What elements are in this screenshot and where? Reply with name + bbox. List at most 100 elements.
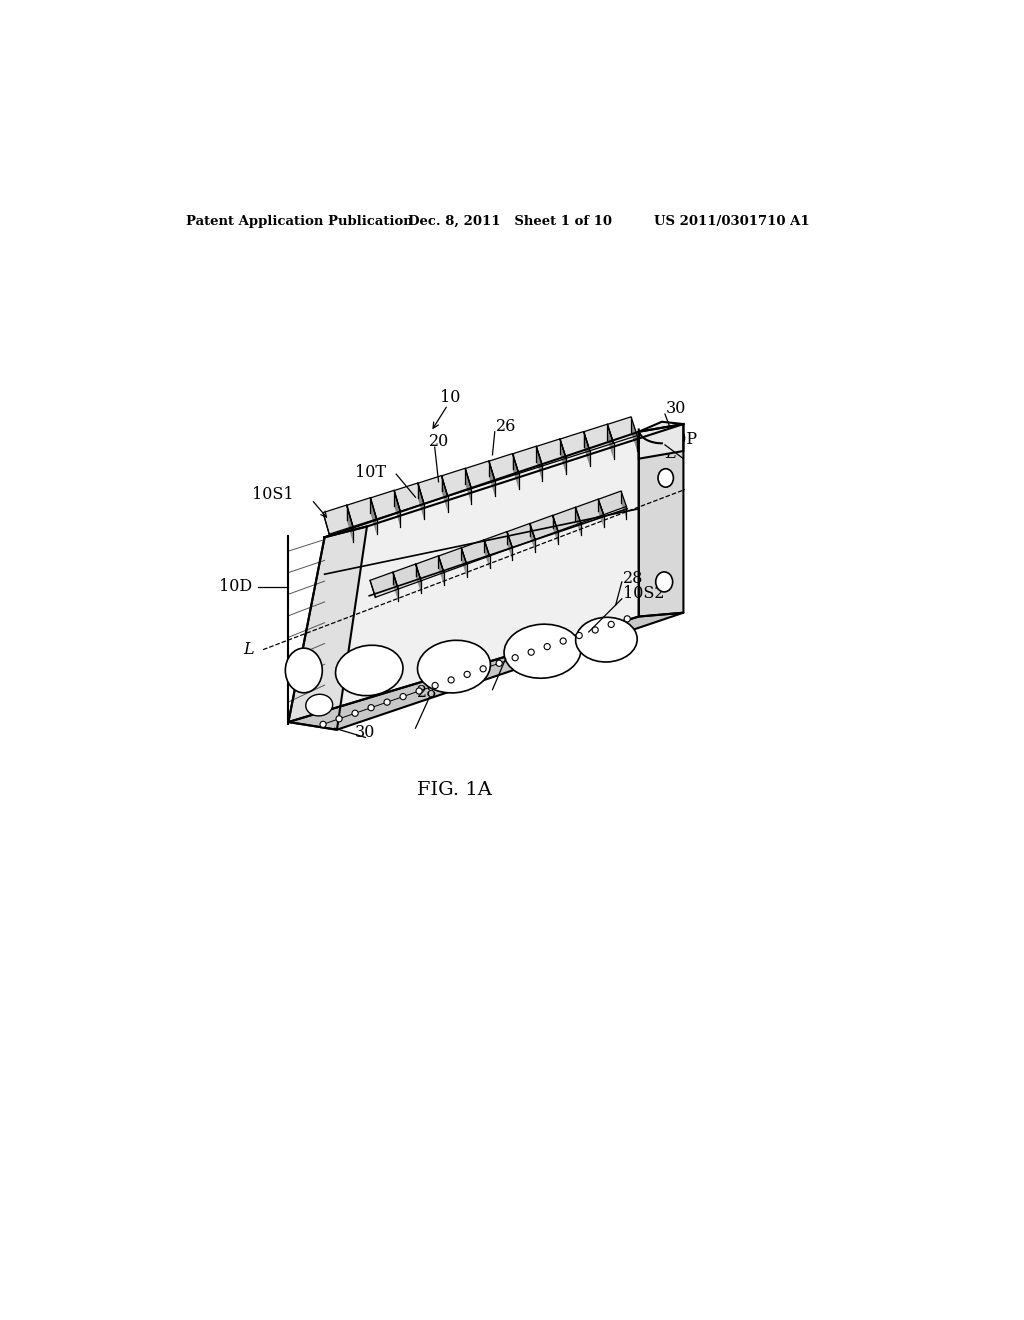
Polygon shape	[621, 491, 627, 519]
Polygon shape	[529, 524, 536, 552]
Polygon shape	[507, 532, 512, 560]
Polygon shape	[513, 446, 543, 474]
Circle shape	[560, 638, 566, 644]
Polygon shape	[484, 532, 512, 556]
Text: 28: 28	[624, 569, 644, 586]
Ellipse shape	[286, 648, 323, 693]
Circle shape	[592, 627, 598, 634]
Polygon shape	[513, 454, 519, 488]
Circle shape	[432, 682, 438, 689]
Polygon shape	[465, 461, 495, 488]
Text: 26: 26	[497, 418, 517, 434]
Polygon shape	[393, 572, 398, 602]
Polygon shape	[289, 432, 639, 722]
Ellipse shape	[655, 572, 673, 591]
Polygon shape	[553, 515, 558, 544]
Text: FIG. 1A: FIG. 1A	[417, 781, 492, 799]
Text: 20: 20	[429, 433, 450, 450]
Polygon shape	[507, 524, 536, 548]
Polygon shape	[393, 564, 421, 589]
Polygon shape	[418, 475, 447, 504]
Circle shape	[416, 688, 422, 694]
Polygon shape	[416, 564, 421, 593]
Polygon shape	[529, 515, 558, 540]
Polygon shape	[607, 417, 637, 444]
Text: Patent Application Publication: Patent Application Publication	[186, 215, 413, 228]
Text: 28: 28	[417, 684, 437, 701]
Polygon shape	[394, 490, 400, 527]
Polygon shape	[560, 438, 566, 474]
Text: 28: 28	[508, 647, 528, 664]
Polygon shape	[347, 506, 353, 543]
Text: 30: 30	[355, 723, 376, 741]
Circle shape	[336, 715, 342, 722]
Circle shape	[384, 700, 390, 705]
Polygon shape	[598, 499, 603, 527]
Polygon shape	[394, 483, 424, 511]
Ellipse shape	[418, 640, 490, 693]
Circle shape	[368, 705, 374, 710]
Polygon shape	[370, 572, 398, 598]
Polygon shape	[289, 612, 683, 730]
Polygon shape	[584, 432, 590, 466]
Ellipse shape	[336, 645, 403, 696]
Polygon shape	[484, 540, 489, 569]
Circle shape	[528, 649, 535, 655]
Text: Dec. 8, 2011   Sheet 1 of 10: Dec. 8, 2011 Sheet 1 of 10	[408, 215, 611, 228]
Text: 10P: 10P	[666, 430, 697, 447]
Polygon shape	[488, 454, 519, 480]
Polygon shape	[575, 507, 581, 536]
Polygon shape	[465, 469, 471, 504]
Circle shape	[464, 672, 470, 677]
Circle shape	[544, 644, 550, 649]
Polygon shape	[416, 556, 443, 581]
Circle shape	[496, 660, 502, 667]
Polygon shape	[598, 491, 627, 515]
Text: 30: 30	[666, 400, 686, 417]
Ellipse shape	[575, 618, 637, 663]
Circle shape	[319, 721, 326, 727]
Text: 10S1: 10S1	[252, 486, 294, 503]
Polygon shape	[441, 475, 447, 512]
Polygon shape	[575, 499, 603, 523]
Polygon shape	[537, 438, 566, 466]
Text: 10: 10	[440, 388, 461, 405]
Polygon shape	[639, 422, 683, 459]
Text: 10T: 10T	[355, 465, 386, 480]
Text: 10D: 10D	[219, 578, 252, 595]
Polygon shape	[488, 461, 495, 496]
Text: 10S2: 10S2	[624, 585, 665, 602]
Circle shape	[352, 710, 358, 717]
Circle shape	[512, 655, 518, 661]
Polygon shape	[607, 424, 613, 458]
Polygon shape	[584, 424, 613, 450]
Ellipse shape	[306, 694, 333, 715]
Polygon shape	[289, 527, 367, 730]
Circle shape	[577, 632, 583, 639]
Text: L: L	[243, 642, 254, 659]
Circle shape	[449, 677, 455, 682]
Polygon shape	[438, 548, 467, 573]
Polygon shape	[371, 498, 377, 535]
Circle shape	[480, 665, 486, 672]
Polygon shape	[323, 506, 353, 535]
Polygon shape	[441, 469, 471, 496]
Polygon shape	[438, 556, 443, 585]
Text: L: L	[666, 445, 676, 462]
Ellipse shape	[504, 624, 581, 678]
Polygon shape	[560, 432, 590, 458]
Polygon shape	[461, 548, 467, 577]
Text: US 2011/0301710 A1: US 2011/0301710 A1	[654, 215, 810, 228]
Polygon shape	[371, 490, 400, 519]
Polygon shape	[347, 498, 377, 527]
Polygon shape	[553, 507, 581, 531]
Polygon shape	[631, 417, 637, 451]
Polygon shape	[418, 483, 424, 519]
Polygon shape	[461, 540, 489, 564]
Circle shape	[625, 615, 631, 622]
Ellipse shape	[658, 469, 674, 487]
Circle shape	[400, 693, 407, 700]
Polygon shape	[537, 446, 543, 482]
Polygon shape	[639, 424, 683, 616]
Circle shape	[608, 622, 614, 627]
